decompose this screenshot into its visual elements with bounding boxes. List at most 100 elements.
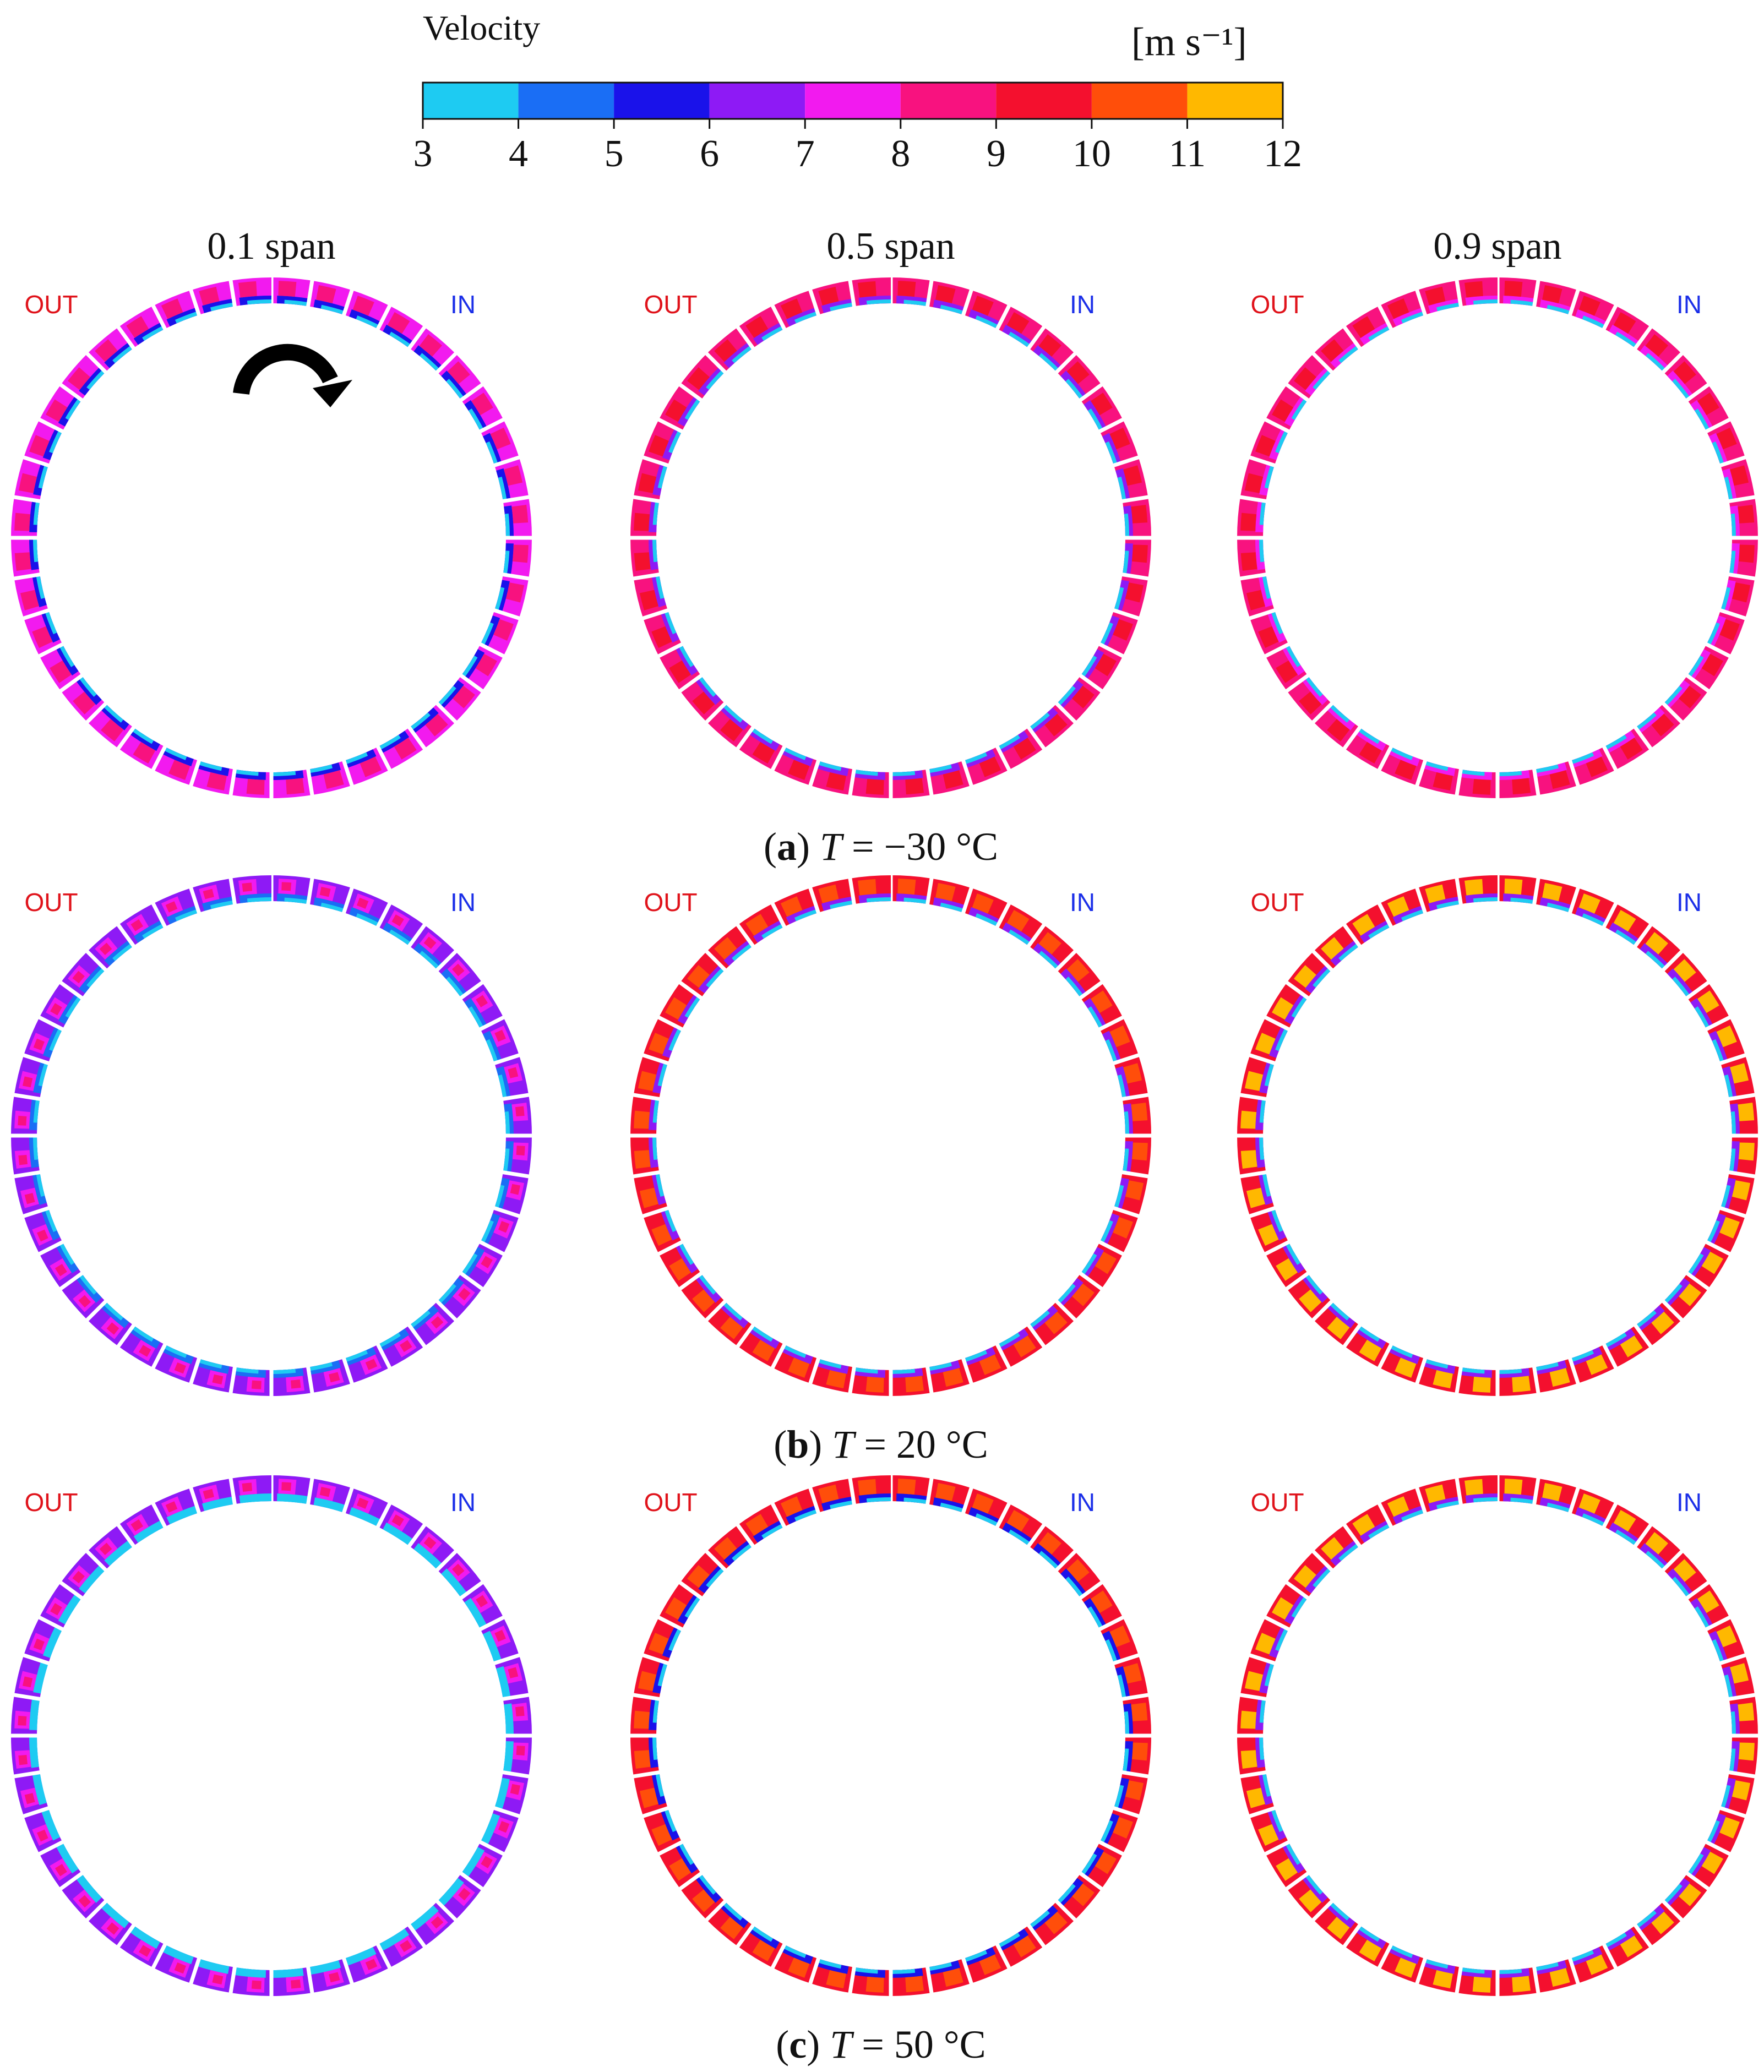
blade-passage [188, 878, 235, 914]
column-label-2: 0.9 span [1433, 225, 1561, 268]
blade-passage [997, 1323, 1047, 1368]
blade-passage [493, 455, 529, 501]
blade-passage [889, 276, 932, 307]
blade-passage [1685, 1580, 1730, 1629]
blade-passage [502, 495, 532, 538]
blade-passage [1376, 290, 1425, 331]
blade-passage [1687, 1840, 1732, 1889]
blade-passage [1344, 1325, 1393, 1370]
blade-passage [231, 1967, 274, 1998]
blade-passage [271, 1366, 314, 1396]
blade-passage [631, 457, 668, 504]
blade-passage [658, 1242, 704, 1291]
blade-passage [997, 725, 1047, 770]
blade-passage [407, 324, 456, 372]
blade-passage [925, 876, 972, 913]
blade-passage [629, 1095, 660, 1138]
blade-passage [1248, 1017, 1289, 1066]
colorbar-bin-8 [1187, 83, 1283, 119]
blade-passage [341, 886, 390, 927]
blade-passage [1728, 1693, 1758, 1736]
blade-passage [1534, 1957, 1581, 1993]
blade-passage [631, 1055, 668, 1102]
blade-passage [480, 1806, 521, 1854]
blade-passage [1685, 980, 1730, 1029]
blade-passage [1121, 1693, 1151, 1736]
blade-passage [1078, 382, 1123, 432]
blade-passage [1344, 727, 1393, 772]
blade-passage [1342, 1503, 1391, 1548]
blade-passage [1729, 1133, 1760, 1176]
blade-passage [478, 417, 519, 466]
blade-passage [459, 980, 504, 1029]
column-labels: 0.1 span 0.5 span 0.9 span [207, 225, 1561, 268]
blade-passage [437, 1271, 485, 1320]
blade-passage [87, 1301, 136, 1349]
blade-passage [118, 1325, 167, 1370]
blade-passage [37, 1582, 82, 1632]
blade-passage [810, 1359, 857, 1395]
blade-passage [1265, 644, 1310, 694]
blade-passage [409, 1899, 459, 1946]
blade-passage [641, 1617, 682, 1666]
blade-passage [963, 745, 1012, 786]
in-label: IN [450, 290, 476, 319]
blade-passage [1414, 280, 1461, 317]
blade-passage [1112, 1653, 1148, 1699]
blade-passage [153, 1344, 202, 1386]
blade-passage [502, 1093, 532, 1136]
blade-passage [1663, 1271, 1711, 1320]
blade-passage [306, 279, 352, 315]
blade-passage [1721, 1770, 1757, 1817]
blade-passage [995, 303, 1044, 348]
blade-passage [1570, 1943, 1619, 1983]
blade-passage [1635, 701, 1685, 749]
blade-passage [1567, 1486, 1616, 1527]
blade-passage [308, 1357, 355, 1393]
blade-passage [1495, 276, 1538, 307]
blade-passage [24, 1208, 64, 1257]
blade-passage [1248, 1617, 1289, 1666]
blade-passage [925, 279, 972, 315]
blade-passage [1250, 1808, 1291, 1857]
blade-passage [810, 761, 857, 797]
blade-passage [1237, 538, 1267, 581]
blade-passage [1235, 1695, 1266, 1738]
blade-passage [808, 878, 854, 914]
blade-passage [190, 761, 237, 797]
blade-passage [494, 1170, 531, 1217]
blade-passage [9, 1695, 40, 1738]
blade-passage [1099, 1806, 1141, 1854]
blade-passage [1455, 277, 1498, 308]
blade-passage [737, 1325, 787, 1370]
in-label: IN [1070, 1488, 1095, 1517]
in-label: IN [450, 1488, 476, 1517]
blade-passage [850, 1367, 893, 1398]
colorbar-title: Velocity [423, 8, 540, 47]
blade-passage [1567, 288, 1616, 329]
colorbar-bin-1 [518, 83, 614, 119]
blade-passage [1026, 324, 1075, 372]
blade-passage [1685, 382, 1730, 432]
blade-passage [1457, 769, 1500, 800]
contour-panels: OUT IN OUT IN OUT IN OUT IN OUT IN OUT IN OUT IN OUT IN… [9, 276, 1760, 1998]
blade-passage [629, 497, 660, 540]
blade-passage [153, 746, 202, 788]
blade-passage [889, 1474, 932, 1504]
blade-passage [706, 704, 755, 751]
blade-passage [1706, 1206, 1747, 1254]
blade-passage [1250, 610, 1291, 659]
blade-passage [39, 644, 84, 694]
blade-passage [118, 727, 167, 772]
blade-passage [231, 1367, 274, 1398]
blade-passage [1706, 1806, 1747, 1854]
blade-passage [344, 745, 393, 786]
blade-passage [37, 982, 82, 1032]
blade-passage [228, 1475, 271, 1506]
blade-passage [704, 1525, 753, 1572]
blade-passage [1602, 901, 1651, 946]
blade-passage [1098, 417, 1139, 466]
blade-passage [891, 1966, 934, 1996]
blade-passage [848, 277, 891, 308]
blade-passage [1026, 922, 1075, 970]
